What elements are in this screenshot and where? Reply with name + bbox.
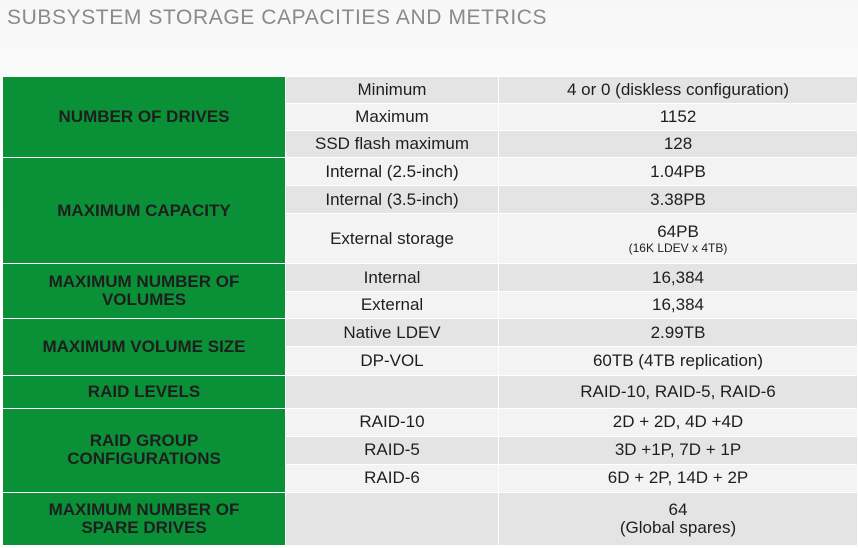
row-subcategory: Minimum <box>285 75 499 105</box>
category-line: CONFIGURATIONS <box>67 449 221 469</box>
row-subcategory: RAID-6 <box>285 463 499 493</box>
table-row: RAID-6 6D + 2P, 14D + 2P <box>3 463 858 493</box>
value-main: 64PB <box>657 221 699 241</box>
page-title: SUBSYSTEM STORAGE CAPACITIES AND METRICS <box>7 6 548 29</box>
row-value: RAID-10, RAID-5, RAID-6 <box>498 374 858 409</box>
row-subcategory: External <box>285 291 499 320</box>
table-row: RAID LEVELS RAID-10, RAID-5, RAID-6 <box>2 374 858 409</box>
row-category: MAXIMUM NUMBER OF SPARE DRIVES <box>2 491 286 547</box>
row-value: 2D + 2D, 4D +4D <box>498 407 858 437</box>
row-value: 64PB (16K LDEV x 4TB) <box>498 213 858 265</box>
table-row: External 16,384 <box>3 291 858 320</box>
table-row: Maximum 1152 <box>3 103 858 132</box>
row-subcategory: DP-VOL <box>285 346 499 376</box>
row-subcategory <box>285 374 499 409</box>
row-value: 3.38PB <box>498 185 858 215</box>
value-line: 64 <box>668 499 688 519</box>
row-category: MAXIMUM NUMBER OF VOLUMES <box>2 263 286 320</box>
table-row: MAXIMUM VOLUME SIZE Native LDEV 2.99TB <box>2 318 858 376</box>
row-value: 60TB (4TB replication) <box>498 346 858 376</box>
value-note: (16K LDEV x 4TB) <box>628 240 728 255</box>
row-value: 1152 <box>498 103 858 132</box>
category-line: SPARE DRIVES <box>81 517 207 537</box>
table-row: External storage 64PB (16K LDEV x 4TB) <box>3 213 858 265</box>
row-category: MAXIMUM CAPACITY <box>2 157 286 265</box>
row-category: NUMBER OF DRIVES <box>2 75 286 159</box>
category-line: MAXIMUM NUMBER OF <box>48 272 240 292</box>
row-subcategory: RAID-10 <box>285 407 499 437</box>
row-value: 6D + 2P, 14D + 2P <box>498 463 858 493</box>
row-subcategory: External storage <box>285 213 499 265</box>
row-subcategory: Internal (2.5-inch) <box>285 157 499 187</box>
row-category: MAXIMUM VOLUME SIZE <box>2 318 286 376</box>
category-line: MAXIMUM NUMBER OF <box>48 499 240 519</box>
row-value: 2.99TB <box>498 318 858 348</box>
storage-metrics-table: NUMBER OF DRIVES Minimum 4 or 0 (diskles… <box>2 75 858 547</box>
row-value: 16,384 <box>498 263 858 293</box>
row-subcategory: SSD flash maximum <box>285 130 499 159</box>
row-subcategory: RAID-5 <box>285 435 499 465</box>
row-value: 128 <box>498 130 858 159</box>
table-row: MAXIMUM CAPACITY Internal (2.5-inch) 1.0… <box>2 157 858 265</box>
row-value: 16,384 <box>498 291 858 320</box>
row-value: 1.04PB <box>498 157 858 187</box>
table-row: SSD flash maximum 128 <box>3 130 858 159</box>
row-value: 4 or 0 (diskless configuration) <box>498 75 858 105</box>
row-subcategory: Native LDEV <box>285 318 499 348</box>
table-row: RAID GROUP CONFIGURATIONS RAID-10 2D + 2… <box>2 407 858 493</box>
table-row: Internal (3.5-inch) 3.38PB <box>3 185 858 215</box>
row-value: 3D +1P, 7D + 1P <box>498 435 858 465</box>
row-subcategory: Internal <box>285 263 499 293</box>
table-row: NUMBER OF DRIVES Minimum 4 or 0 (diskles… <box>2 75 858 159</box>
row-subcategory: Internal (3.5-inch) <box>285 185 499 215</box>
row-subcategory <box>285 491 499 547</box>
row-value: 64 (Global spares) <box>498 491 858 547</box>
category-line: VOLUMES <box>101 290 187 310</box>
value-line: (Global spares) <box>619 517 737 537</box>
row-category: RAID LEVELS <box>2 374 286 409</box>
table-row: MAXIMUM NUMBER OF VOLUMES Internal 16,38… <box>2 263 858 320</box>
table-row: MAXIMUM NUMBER OF SPARE DRIVES 64 (Globa… <box>2 491 858 547</box>
row-subcategory: Maximum <box>285 103 499 132</box>
category-line: RAID GROUP <box>89 431 199 451</box>
row-category: RAID GROUP CONFIGURATIONS <box>2 407 286 493</box>
table-row: DP-VOL 60TB (4TB replication) <box>3 346 858 376</box>
